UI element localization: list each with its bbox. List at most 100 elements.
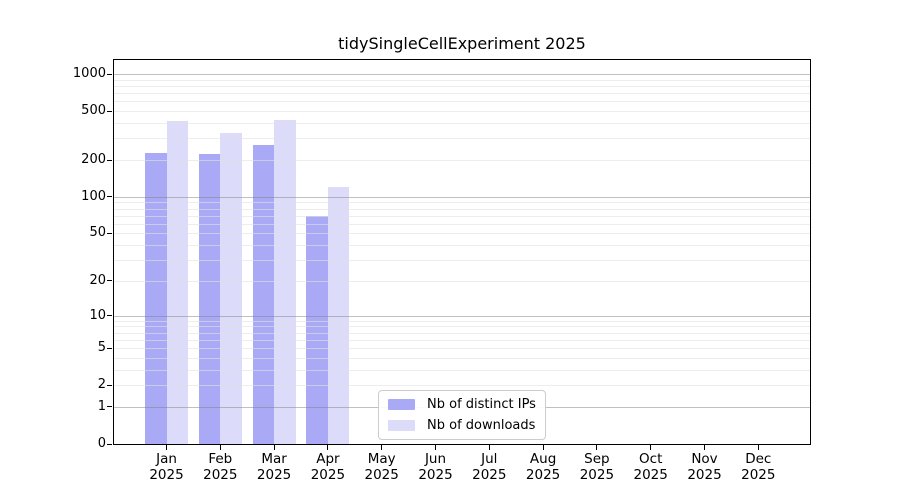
x-axis-tick <box>704 445 705 450</box>
y-gridline-minor <box>114 79 810 81</box>
legend-swatch-distinct-ips <box>388 399 415 410</box>
y-axis-tick <box>107 347 112 349</box>
y-gridline-minor <box>114 357 810 359</box>
x-tick-label-year: 2025 <box>472 466 507 483</box>
x-tick-label-month: Nov <box>691 451 718 467</box>
x-tick-label: Aug 2025 <box>515 451 571 483</box>
legend-item-downloads: Nb of downloads <box>388 416 536 435</box>
x-tick-label-year: 2025 <box>364 466 399 483</box>
y-axis-tick <box>107 406 112 408</box>
y-tick-label: 500 <box>81 103 106 119</box>
y-gridline-minor <box>114 160 810 161</box>
y-tick-label: 0 <box>97 436 106 451</box>
y-axis-tick <box>107 196 112 198</box>
x-tick-label-year: 2025 <box>687 466 722 483</box>
x-tick-label: Oct 2025 <box>623 451 679 483</box>
x-tick-label-year: 2025 <box>203 466 238 483</box>
legend-item-distinct-ips: Nb of distinct IPs <box>388 395 536 414</box>
x-axis-tick <box>273 445 275 450</box>
plot-area <box>113 59 811 445</box>
bar-distinct-ips <box>198 153 221 444</box>
y-gridline-minor <box>114 215 810 217</box>
x-tick-label: Apr 2025 <box>300 451 356 483</box>
y-gridline-minor <box>114 101 810 103</box>
bar-downloads <box>220 132 242 444</box>
y-axis-tick <box>107 110 112 112</box>
y-axis-tick <box>107 280 112 282</box>
y-gridline-minor <box>114 348 810 350</box>
y-tick-label: 10 <box>89 307 106 323</box>
y-tick-label: 200 <box>81 152 106 167</box>
x-axis-tick <box>650 445 652 450</box>
x-tick-label-month: Mar <box>261 451 287 467</box>
y-gridline-minor <box>114 138 810 140</box>
y-axis-tick <box>107 443 112 445</box>
x-axis-tick <box>757 445 759 450</box>
x-tick-label-year: 2025 <box>525 466 561 483</box>
y-tick-label: 5 <box>97 340 106 356</box>
x-axis-tick <box>435 445 436 450</box>
x-tick-label-year: 2025 <box>149 466 184 483</box>
y-gridline-minor <box>114 369 810 371</box>
y-gridline-minor <box>114 385 810 387</box>
y-axis-tick <box>107 315 112 317</box>
x-tick-label: Jan 2025 <box>139 451 195 483</box>
x-axis-tick <box>596 445 598 450</box>
x-tick-label-month: Jul <box>481 451 498 467</box>
legend-swatch-downloads <box>388 420 415 431</box>
x-tick-label-month: Jun <box>424 451 447 467</box>
y-gridline-minor <box>114 339 810 341</box>
x-axis-tick <box>542 445 544 450</box>
x-tick-label: Feb 2025 <box>192 451 248 483</box>
chart-title: tidySingleCellExperiment 2025 <box>338 34 586 53</box>
x-axis-tick <box>381 445 383 450</box>
y-gridline-minor <box>114 233 810 235</box>
x-tick-label: Jun 2025 <box>408 451 464 483</box>
y-gridline-minor <box>114 245 810 247</box>
x-axis-tick <box>488 445 490 450</box>
x-tick-label-year: 2025 <box>579 466 615 483</box>
bar-distinct-ips <box>252 144 275 444</box>
x-tick-label-month: Jan <box>156 451 177 467</box>
legend-label-downloads: Nb of downloads <box>427 418 536 433</box>
x-tick-label-month: Dec <box>745 451 772 467</box>
y-axis-tick <box>107 159 112 161</box>
x-tick-label: Sep 2025 <box>569 451 625 483</box>
x-tick-label-year: 2025 <box>418 466 453 483</box>
y-gridline-minor <box>114 85 810 87</box>
bar-downloads <box>166 121 188 444</box>
x-tick-label-month: Feb <box>208 451 233 467</box>
x-tick-label-month: Oct <box>639 451 663 467</box>
y-tick-label: 2 <box>97 377 106 393</box>
x-tick-label: Dec 2025 <box>730 451 786 483</box>
y-gridline-major <box>114 196 810 198</box>
y-gridline-minor <box>114 332 810 334</box>
legend-label-distinct-ips: Nb of distinct IPs <box>427 397 536 412</box>
y-gridline-major <box>114 74 810 76</box>
y-gridline-minor <box>114 208 810 210</box>
y-gridline-minor <box>114 280 810 282</box>
y-tick-label: 50 <box>89 225 106 241</box>
x-tick-label: Nov 2025 <box>677 451 733 483</box>
x-tick-label-month: Apr <box>316 451 340 467</box>
legend: Nb of distinct IPs Nb of downloads <box>378 390 546 440</box>
x-tick-label-year: 2025 <box>741 466 776 483</box>
y-gridline-minor <box>114 111 810 113</box>
x-tick-label: Jul 2025 <box>461 451 517 483</box>
y-gridline-minor <box>114 326 810 328</box>
bar-distinct-ips <box>306 215 328 444</box>
x-tick-label-year: 2025 <box>310 466 346 483</box>
x-tick-label-month: Aug <box>529 451 557 467</box>
bar-distinct-ips <box>145 153 167 444</box>
y-tick-label: 1000 <box>72 66 106 82</box>
y-axis-tick <box>107 232 112 234</box>
y-gridline-minor <box>114 93 810 95</box>
x-axis-tick <box>327 445 329 450</box>
y-axis-tick <box>107 384 112 386</box>
y-tick-label: 1 <box>97 398 106 414</box>
y-gridline-minor <box>114 202 810 204</box>
y-gridline-minor <box>114 320 810 322</box>
y-gridline-minor <box>114 223 810 225</box>
y-gridline-minor <box>114 123 810 125</box>
